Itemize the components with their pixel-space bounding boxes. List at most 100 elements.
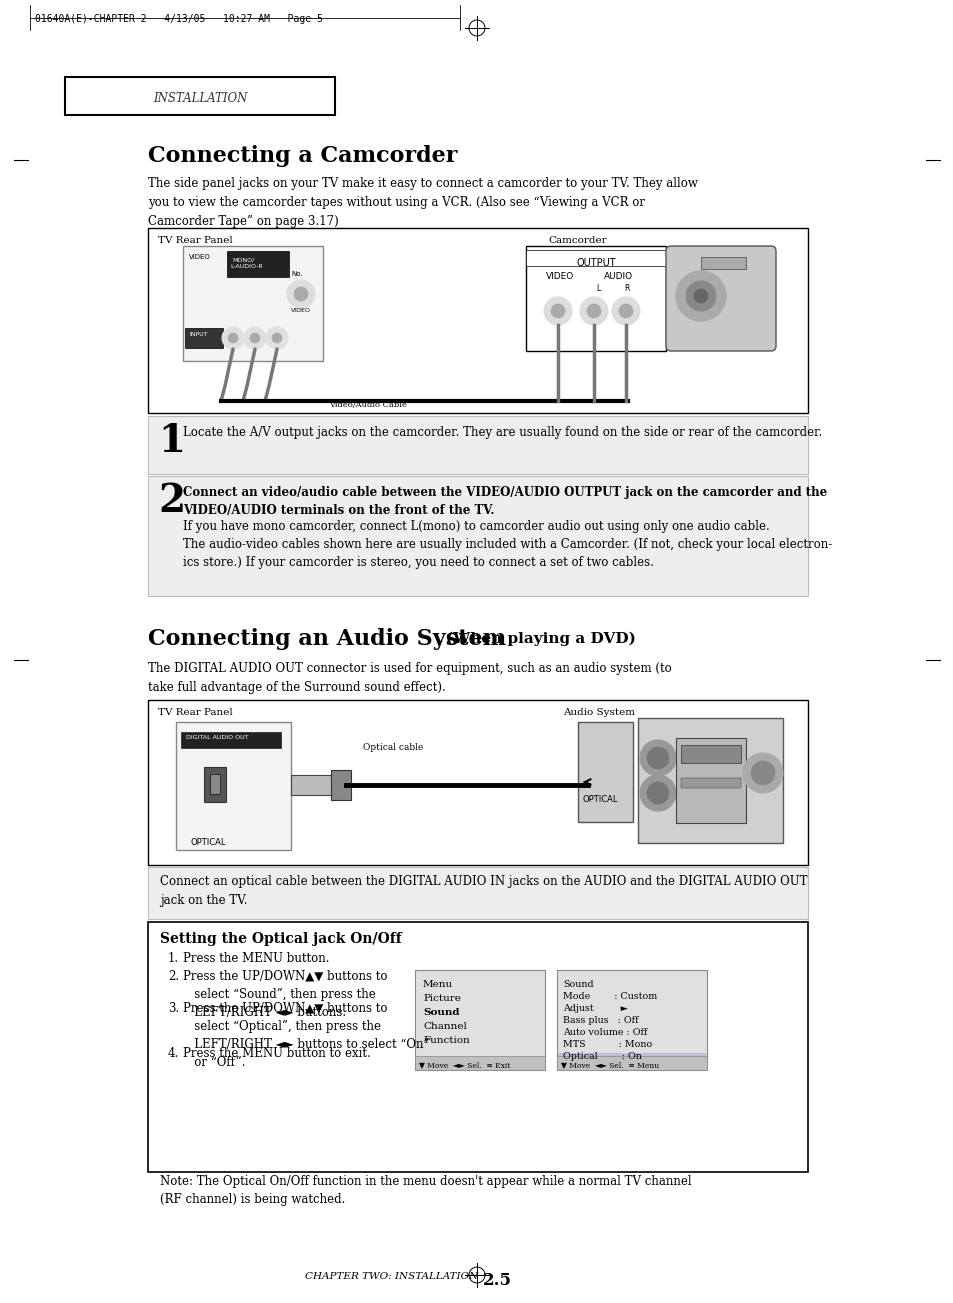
Bar xyxy=(638,718,782,843)
Text: Sound: Sound xyxy=(422,1009,459,1018)
Text: Setting the Optical jack On/Off: Setting the Optical jack On/Off xyxy=(160,932,401,946)
Circle shape xyxy=(272,334,282,343)
Bar xyxy=(148,923,807,1171)
Text: 3.: 3. xyxy=(168,1002,179,1015)
Circle shape xyxy=(639,775,676,810)
Text: Adjust         ►: Adjust ► xyxy=(562,1005,627,1012)
Text: Connecting a Camcorder: Connecting a Camcorder xyxy=(148,145,456,167)
Text: OPTICAL: OPTICAL xyxy=(582,795,618,804)
Bar xyxy=(557,1055,706,1070)
Bar xyxy=(65,77,335,115)
Text: 1.: 1. xyxy=(168,952,179,966)
Bar xyxy=(175,722,291,850)
Text: Press the UP/DOWN▲▼ buttons to
   select “Optical”, then press the
   LEFT/RIGHT: Press the UP/DOWN▲▼ buttons to select “O… xyxy=(183,1002,429,1068)
Circle shape xyxy=(693,289,707,304)
Text: Menu: Menu xyxy=(422,980,453,989)
Text: VIDEO: VIDEO xyxy=(189,254,211,261)
Text: VIDEO: VIDEO xyxy=(545,272,574,281)
Text: Press the MENU button to exit.: Press the MENU button to exit. xyxy=(183,1048,371,1061)
Circle shape xyxy=(639,740,676,777)
Bar xyxy=(415,969,544,1070)
Text: The side panel jacks on your TV make it easy to connect a camcorder to your TV. : The side panel jacks on your TV make it … xyxy=(148,177,698,228)
Bar xyxy=(204,767,226,803)
Text: Optical cable: Optical cable xyxy=(363,743,423,752)
Circle shape xyxy=(244,327,266,349)
Text: 1: 1 xyxy=(158,422,185,460)
Bar xyxy=(676,737,745,823)
Text: Optical        : On: Optical : On xyxy=(562,1052,641,1061)
Bar xyxy=(680,745,740,764)
Text: OUTPUT: OUTPUT xyxy=(576,258,616,268)
Text: OPTICAL: OPTICAL xyxy=(191,838,226,847)
Text: TV Rear Panel: TV Rear Panel xyxy=(158,708,233,717)
Circle shape xyxy=(742,753,782,794)
Bar xyxy=(700,257,745,268)
Circle shape xyxy=(250,334,260,343)
Text: Auto volume : Off: Auto volume : Off xyxy=(562,1028,647,1037)
Text: No.: No. xyxy=(291,271,302,278)
Text: AUDIO: AUDIO xyxy=(603,272,633,281)
Text: Connecting an Audio System: Connecting an Audio System xyxy=(148,628,506,650)
Text: Connect an video/audio cable between the VIDEO/AUDIO OUTPUT jack on the camcorde: Connect an video/audio cable between the… xyxy=(183,486,826,517)
Text: Camcorder: Camcorder xyxy=(547,236,606,245)
Text: ▼ Move  ◄► Sel.  ≡ Exit: ▼ Move ◄► Sel. ≡ Exit xyxy=(418,1061,510,1068)
Bar xyxy=(558,1053,705,1065)
Text: L-AUDIO-R: L-AUDIO-R xyxy=(230,265,262,268)
Text: Connect an optical cable between the DIGITAL AUDIO IN jacks on the AUDIO and the: Connect an optical cable between the DIG… xyxy=(160,876,806,907)
Circle shape xyxy=(750,761,774,784)
Bar xyxy=(291,775,346,795)
Circle shape xyxy=(612,297,639,324)
Text: INSTALLATION: INSTALLATION xyxy=(152,91,247,104)
Text: 2: 2 xyxy=(158,482,185,520)
Circle shape xyxy=(586,304,600,318)
Bar xyxy=(331,770,351,800)
Circle shape xyxy=(287,280,314,308)
Text: ▼ Move  ◄► Sel.  ≡ Menu: ▼ Move ◄► Sel. ≡ Menu xyxy=(560,1061,659,1068)
Bar xyxy=(185,328,223,348)
Text: L: L xyxy=(596,284,599,293)
Bar xyxy=(148,416,807,474)
Text: CHAPTER TWO: INSTALLATION: CHAPTER TWO: INSTALLATION xyxy=(304,1272,477,1281)
Bar xyxy=(148,476,807,595)
Bar xyxy=(148,228,807,413)
Text: VIDEO: VIDEO xyxy=(291,308,311,313)
Circle shape xyxy=(646,747,668,769)
Bar xyxy=(525,250,665,266)
Text: If you have mono camcorder, connect L(mono) to camcorder audio out using only on: If you have mono camcorder, connect L(mo… xyxy=(183,520,831,569)
Circle shape xyxy=(222,327,244,349)
Text: 2.5: 2.5 xyxy=(482,1272,512,1289)
Circle shape xyxy=(676,271,725,321)
Text: Channel: Channel xyxy=(422,1022,466,1031)
Bar xyxy=(210,774,220,794)
Text: MONO/: MONO/ xyxy=(232,257,254,262)
Text: MTS           : Mono: MTS : Mono xyxy=(562,1040,652,1049)
Text: R: R xyxy=(623,284,629,293)
Bar xyxy=(557,969,706,1070)
Text: 4.: 4. xyxy=(168,1048,179,1061)
Bar xyxy=(525,246,665,351)
Circle shape xyxy=(551,304,564,318)
Circle shape xyxy=(228,334,237,343)
FancyBboxPatch shape xyxy=(665,246,775,351)
Circle shape xyxy=(579,297,607,324)
Circle shape xyxy=(543,297,572,324)
Text: Press the MENU button.: Press the MENU button. xyxy=(183,952,329,966)
Text: TV Rear Panel: TV Rear Panel xyxy=(158,236,233,245)
Bar xyxy=(183,246,323,361)
Text: The DIGITAL AUDIO OUT connector is used for equipment, such as an audio system (: The DIGITAL AUDIO OUT connector is used … xyxy=(148,662,671,694)
Bar xyxy=(578,722,633,822)
Text: Sound: Sound xyxy=(562,980,593,989)
Text: (When playing a DVD): (When playing a DVD) xyxy=(446,632,636,646)
Text: Press the UP/DOWN▲▼ buttons to
   select “Sound”, then press the
   LEFT/RIGHT ◄: Press the UP/DOWN▲▼ buttons to select “S… xyxy=(183,969,387,1019)
Circle shape xyxy=(618,304,633,318)
Bar xyxy=(181,732,281,748)
Bar xyxy=(415,1055,544,1070)
Bar xyxy=(148,700,807,865)
Circle shape xyxy=(685,281,716,311)
Text: Audio System: Audio System xyxy=(562,708,635,717)
Bar xyxy=(148,866,807,919)
Text: 01640A(E)-CHAPTER 2   4/13/05   10:27 AM   Page 5: 01640A(E)-CHAPTER 2 4/13/05 10:27 AM Pag… xyxy=(35,14,322,23)
Circle shape xyxy=(646,782,668,804)
Text: Function: Function xyxy=(422,1036,469,1045)
Circle shape xyxy=(294,287,308,301)
